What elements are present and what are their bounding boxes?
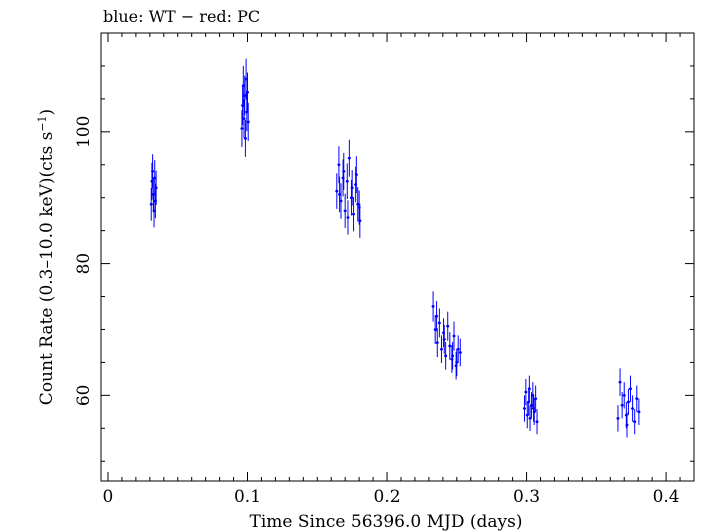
data-point xyxy=(626,388,630,416)
x-tick-label: 0.4 xyxy=(653,487,680,507)
data-point xyxy=(625,412,629,438)
plot-frame xyxy=(100,32,695,482)
data-point xyxy=(622,382,626,409)
data-point xyxy=(346,200,350,235)
data-point xyxy=(458,338,462,367)
data-point xyxy=(154,170,158,205)
data-point xyxy=(338,176,342,213)
data-point xyxy=(444,341,448,370)
data-point xyxy=(153,160,157,196)
data-point xyxy=(629,375,633,402)
data-point xyxy=(635,385,639,412)
x-axis-label: Time Since 56396.0 MJD (days) xyxy=(250,512,523,532)
x-tick-label: 0.2 xyxy=(374,487,401,507)
data-point xyxy=(246,72,250,113)
data-point xyxy=(240,110,244,147)
data-point xyxy=(451,341,455,370)
data-point xyxy=(242,99,246,138)
data-point xyxy=(357,190,361,225)
data-point xyxy=(637,398,641,425)
y-tick-label: 60 xyxy=(74,385,94,407)
data-point xyxy=(350,170,354,206)
x-tick-label: 0.3 xyxy=(513,487,540,507)
data-point xyxy=(524,378,528,406)
data-point xyxy=(532,395,536,422)
y-axis-ticks: 60 80 100 xyxy=(74,65,694,462)
y-tick-label: 100 xyxy=(74,116,94,148)
data-point xyxy=(435,328,439,358)
data-point xyxy=(528,405,532,431)
data-point xyxy=(535,409,539,435)
data-point xyxy=(243,119,247,157)
data-point xyxy=(631,395,635,422)
x-axis-ticks: 0 0.1 0.2 0.3 0.4 xyxy=(103,33,695,507)
data-points xyxy=(149,58,641,438)
y-axis-label-close: ) xyxy=(37,109,57,116)
data-point xyxy=(437,308,441,338)
data-point xyxy=(439,335,443,364)
data-point xyxy=(446,311,450,341)
data-point xyxy=(616,405,620,432)
data-point xyxy=(522,395,526,422)
y-axis-label-main: Count Rate (0.3–10.0 keV)(cts s xyxy=(37,132,57,406)
data-point xyxy=(343,193,347,229)
data-point xyxy=(527,375,531,402)
data-point xyxy=(633,409,637,435)
y-axis-label: Count Rate (0.3–10.0 keV)(cts s−1) xyxy=(36,109,57,405)
data-point xyxy=(151,154,155,189)
y-tick-label: 80 xyxy=(74,253,94,275)
data-point xyxy=(455,348,459,377)
x-tick-label: 0.1 xyxy=(234,487,261,507)
data-point xyxy=(352,197,356,232)
data-point xyxy=(149,187,153,221)
x-tick-label: 0 xyxy=(103,487,114,507)
data-point xyxy=(335,173,339,209)
data-point xyxy=(435,301,439,332)
data-point xyxy=(452,321,456,351)
data-point xyxy=(347,139,351,177)
data-point xyxy=(354,156,358,194)
data-point xyxy=(243,75,247,116)
y-axis-label-exponent: −1 xyxy=(36,115,49,131)
data-point xyxy=(431,291,435,322)
data-point xyxy=(620,392,624,419)
data-point xyxy=(448,332,452,360)
data-point xyxy=(337,146,341,184)
data-point xyxy=(342,152,346,190)
data-point xyxy=(529,392,533,419)
data-point xyxy=(618,368,622,397)
data-point xyxy=(246,102,250,142)
data-point xyxy=(442,324,446,354)
data-point xyxy=(534,385,538,412)
chart-title: blue: WT − red: PC xyxy=(103,7,260,26)
data-point xyxy=(345,163,349,200)
